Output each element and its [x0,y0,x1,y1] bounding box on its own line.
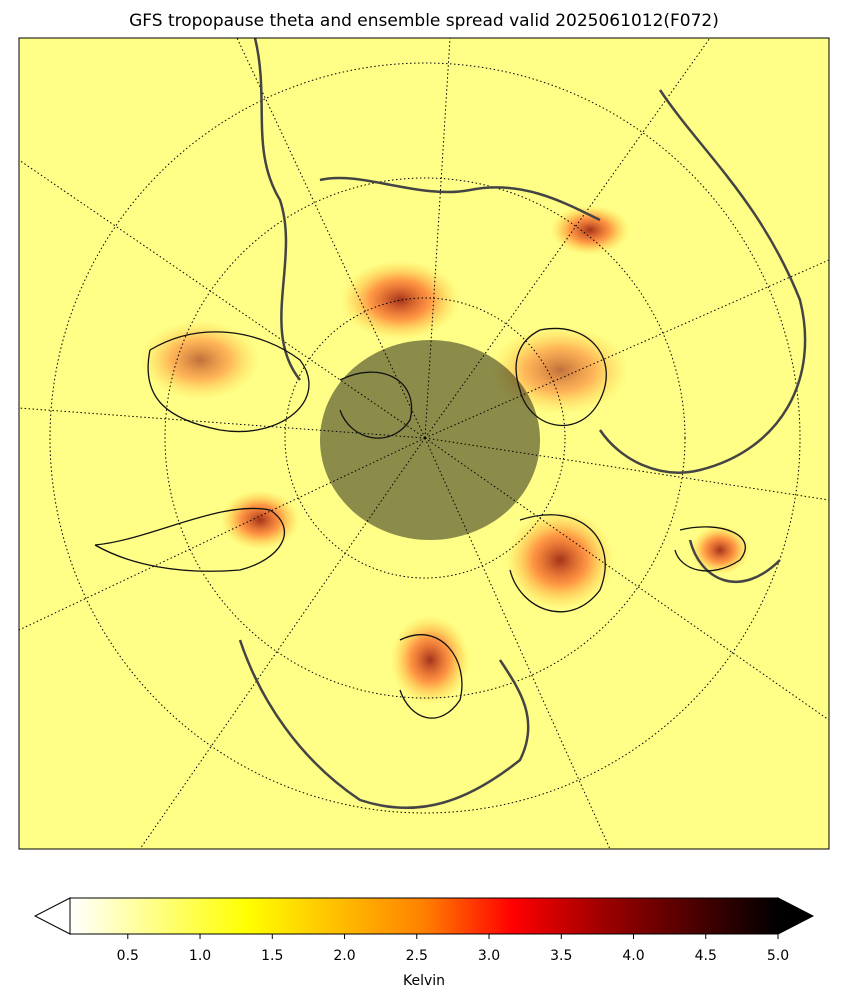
colorbar-extend-max [777,897,815,935]
map-frame [18,37,830,850]
colorbar-tick-label: 3.0 [478,948,500,964]
colorbar: 0.5 1.0 1.5 2.0 2.5 3.0 3.5 4.0 4.5 5.0 [33,897,815,964]
chart-title: GFS tropopause theta and ensemble spread… [129,11,719,31]
colorbar-tick-label: 2.0 [333,948,355,964]
colorbar-tick-label: 4.5 [695,948,717,964]
colorbar-tick-label: 5.0 [767,948,789,964]
colorbar-tick-label: 3.5 [550,948,572,964]
colorbar-tick-label: 1.0 [189,948,211,964]
colorbar-tick-label: 4.0 [622,948,644,964]
colorbar-tick-label: 2.5 [406,948,428,964]
colorbar-ramp [69,897,779,935]
colorbar-extend-min [33,897,71,935]
colorbar-tick-label: 0.5 [117,948,139,964]
map [19,38,829,849]
colorbar-label: Kelvin [403,973,445,989]
colorbar-tick-label: 1.5 [261,948,283,964]
